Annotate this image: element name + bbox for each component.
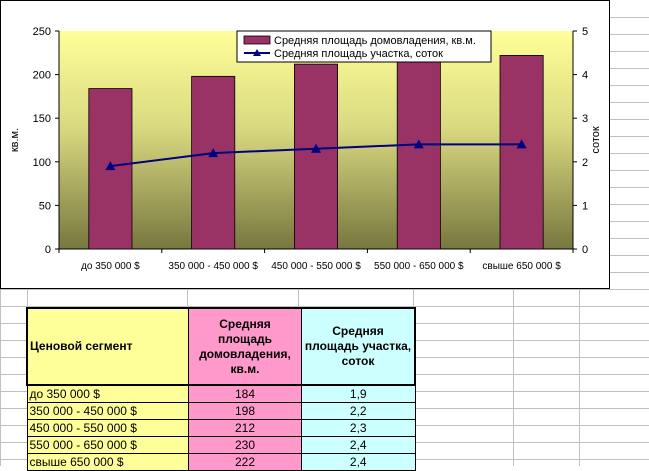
plot-area-cell[interactable]: 2,3 xyxy=(301,419,416,437)
chart[interactable]: 0 50 100 150 200 250 0 1 2 3 4 5 до 350 000 $ 350 0… xyxy=(0,0,649,290)
right-tick-label: 3 xyxy=(582,113,588,125)
house-area-cell[interactable]: 222 xyxy=(188,453,302,471)
legend-line-label: Средняя площадь участка, соток xyxy=(274,48,443,60)
line-point[interactable] xyxy=(311,143,321,153)
right-tick-label: 5 xyxy=(582,26,588,38)
table-row: свыше 650 000 $222 2,4 xyxy=(26,453,416,471)
line-point[interactable] xyxy=(208,148,219,158)
legend-bar-label: Средняя площадь домовладения, кв.м. xyxy=(274,35,476,47)
x-tick-label: свыше 650 000 $ xyxy=(482,261,561,272)
legend: Средняя площадь домовладения, кв.м. Сред… xyxy=(236,30,492,63)
legend-line-marker xyxy=(253,49,261,56)
table-row: 450 000 - 550 000 $212 2,3 xyxy=(26,419,416,437)
right-axis: 0 1 2 3 4 5 xyxy=(572,26,588,256)
x-tick-label: до 350 000 $ xyxy=(81,261,140,272)
segment-cell[interactable]: свыше 650 000 $ xyxy=(26,453,189,471)
header-house-area[interactable]: Средняя площадь домовладения, кв.м. xyxy=(188,307,302,386)
x-tick-label: 550 000 - 650 000 $ xyxy=(374,261,464,272)
segment-cell[interactable]: 550 000 - 650 000 $ xyxy=(26,436,189,454)
line-point[interactable] xyxy=(413,139,424,149)
right-axis-title: соток xyxy=(590,126,602,154)
right-tick-label: 0 xyxy=(582,244,588,256)
legend-box xyxy=(236,30,492,63)
left-tick-label: 0 xyxy=(45,244,51,256)
house-area-cell[interactable]: 198 xyxy=(188,402,302,420)
right-tick-label: 1 xyxy=(582,200,588,212)
right-tick-label: 2 xyxy=(582,157,588,169)
table-header-row: Ценовой сегмент Средняя площадь домовлад… xyxy=(26,307,416,386)
plot-area-cell[interactable]: 2,4 xyxy=(301,436,416,454)
segment-cell[interactable]: до 350 000 $ xyxy=(26,384,189,403)
line-series xyxy=(105,139,527,171)
left-axis-title: кв.м. xyxy=(9,128,21,152)
right-tick-label: 4 xyxy=(582,70,588,82)
x-axis-labels: до 350 000 $ 350 000 - 450 000 $ 450 000 -… xyxy=(81,261,561,272)
house-area-cell[interactable]: 184 xyxy=(188,384,302,403)
legend-bar-swatch xyxy=(243,35,271,45)
left-tick-label: 100 xyxy=(33,157,51,169)
table-row: 550 000 - 650 000 $230 2,4 xyxy=(26,436,416,454)
left-tick-label: 150 xyxy=(33,113,51,125)
left-tick-label: 200 xyxy=(33,70,51,82)
line-point[interactable] xyxy=(105,161,116,171)
line-point[interactable] xyxy=(516,139,527,149)
left-tick-label: 250 xyxy=(33,26,51,38)
x-tick-label: 350 000 - 450 000 $ xyxy=(168,261,258,272)
plot-area-cell[interactable]: 2,2 xyxy=(301,402,416,420)
segment-cell[interactable]: 350 000 - 450 000 $ xyxy=(26,402,189,420)
data-table: Ценовой сегмент Средняя площадь домовлад… xyxy=(26,307,416,471)
house-area-cell[interactable]: 230 xyxy=(188,436,302,454)
bar[interactable] xyxy=(191,75,236,250)
header-plot-area[interactable]: Средняя площадь участка, соток xyxy=(301,307,416,386)
table-row: до 350 000 $184 1,9 xyxy=(26,384,416,403)
bar[interactable] xyxy=(396,48,441,250)
x-tick-label: 450 000 - 550 000 $ xyxy=(271,261,361,272)
house-area-cell[interactable]: 212 xyxy=(188,419,302,437)
header-segment[interactable]: Ценовой сегмент xyxy=(26,307,189,386)
bar[interactable] xyxy=(294,63,338,250)
bar[interactable] xyxy=(499,55,544,250)
left-tick-label: 50 xyxy=(39,200,51,212)
segment-cell[interactable]: 450 000 - 550 000 $ xyxy=(26,419,189,437)
plot-area-cell[interactable]: 1,9 xyxy=(301,384,416,403)
plot-area-cell[interactable]: 2,4 xyxy=(301,453,416,471)
table-row: 350 000 - 450 000 $198 2,2 xyxy=(26,402,416,420)
